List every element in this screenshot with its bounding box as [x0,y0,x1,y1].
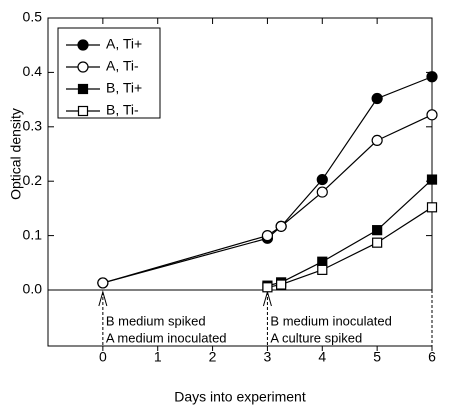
y-tick-label: 0.1 [23,226,43,242]
annotation-text: A culture spiked [270,330,362,345]
marker [261,230,274,242]
marker [97,277,109,289]
x-tick-label: 4 [318,349,326,365]
x-tick-label: 3 [264,349,272,365]
marker [317,264,328,275]
marker [371,134,383,146]
y-tick-label: 0.3 [23,118,43,134]
x-tick-label: 1 [154,349,162,365]
legend-box [57,27,161,119]
marker [316,173,328,186]
series-line [267,179,433,287]
marker [426,202,438,213]
x-axis-title: Days into experiment [174,389,306,405]
x-tick-label: 2 [209,349,217,365]
annotation-text: B medium spiked [106,313,206,328]
series-line [102,76,433,284]
legend-label: A, Ti+ [106,36,142,52]
y-tick-label: 0.4 [23,63,43,79]
x-tick-label: 5 [373,349,381,365]
annotation-panel-frame [47,290,432,347]
legend-marker [77,61,89,73]
marker [426,109,438,121]
marker [262,282,273,293]
annotation-arrow [98,290,108,307]
marker [276,279,287,290]
series-line [102,114,433,284]
legend-marker [77,105,89,117]
marker [371,92,383,105]
legend-label: B, Ti- [106,102,139,118]
marker [426,71,438,83]
x-tick-label: 0 [99,349,107,365]
y-tick-label: 0.5 [23,9,43,25]
legend-marker [77,83,89,95]
y-tick-label: 0.0 [23,281,43,297]
plot-frame [47,17,433,291]
marker [372,237,383,248]
marker [275,220,287,232]
legend-label: A, Ti- [106,58,139,74]
y-axis-title: Optical density [8,108,24,200]
y-tick-label: 0.2 [23,172,43,188]
marker [426,174,438,185]
series-line [267,206,433,288]
legend-label: B, Ti+ [106,80,142,96]
marker [316,186,328,198]
x-tick-label: 6 [428,349,436,365]
annotation-text: A medium inoculated [106,330,227,345]
marker [372,225,383,236]
annotation-text: B medium inoculated [270,313,391,328]
legend-marker [77,39,89,51]
